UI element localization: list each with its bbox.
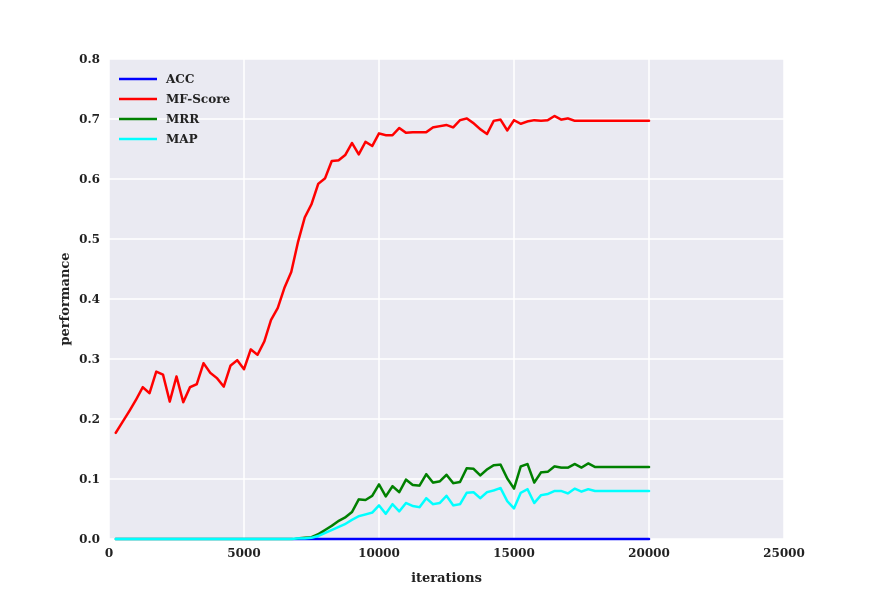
x-tick-label: 20000 bbox=[628, 546, 670, 560]
x-tick-label: 15000 bbox=[493, 546, 535, 560]
y-tick-label: 0.4 bbox=[79, 292, 100, 306]
y-tick-label: 0.2 bbox=[79, 412, 100, 426]
y-tick-label: 0.5 bbox=[79, 232, 100, 246]
x-tick-label: 5000 bbox=[227, 546, 260, 560]
x-tick-label: 25000 bbox=[763, 546, 805, 560]
y-tick-label: 0.8 bbox=[79, 52, 100, 66]
y-tick-label: 0.1 bbox=[79, 472, 100, 486]
y-tick-label: 0.7 bbox=[79, 112, 100, 126]
legend-label: ACC bbox=[165, 72, 194, 86]
legend-label: MF-Score bbox=[166, 92, 231, 106]
x-tick-label: 0 bbox=[105, 546, 113, 560]
legend-label: MRR bbox=[166, 112, 200, 126]
y-tick-label: 0.6 bbox=[79, 172, 100, 186]
x-axis-ticks: 0 5000 10000 15000 20000 25000 bbox=[105, 546, 805, 560]
legend-label: MAP bbox=[166, 132, 198, 146]
x-tick-label: 10000 bbox=[358, 546, 400, 560]
x-axis-label: iterations bbox=[411, 571, 482, 586]
y-tick-label: 0.3 bbox=[79, 352, 100, 366]
y-tick-label: 0.0 bbox=[79, 532, 100, 546]
y-axis-label: performance bbox=[58, 252, 73, 345]
y-axis-ticks: 0.0 0.1 0.2 0.3 0.4 0.5 0.6 0.7 0.8 bbox=[79, 52, 100, 546]
